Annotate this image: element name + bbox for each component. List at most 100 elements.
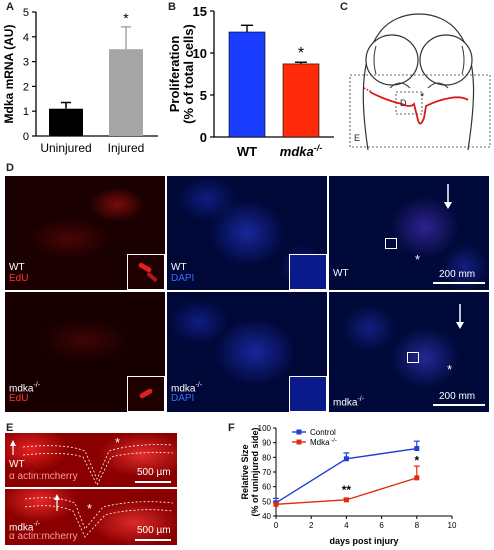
label-mdka-3: mdka-/- bbox=[333, 396, 365, 409]
x-tick-label: 0 bbox=[274, 521, 279, 530]
significance-star: * bbox=[414, 454, 419, 468]
label-mdka-e: mdka-/- bbox=[9, 521, 41, 534]
y-tick-label: 50 bbox=[262, 497, 271, 506]
x-tick-label: 2 bbox=[309, 521, 314, 530]
diagram-star: * bbox=[420, 91, 425, 103]
image-e-wt: * WT α actin:mcherry 500 µm bbox=[5, 433, 177, 487]
x-tick-label: Injured bbox=[108, 141, 145, 155]
diagram-c: E D * bbox=[349, 13, 491, 151]
data-point bbox=[414, 446, 420, 452]
scale-bar-label-2: 200 mm bbox=[439, 391, 476, 402]
significance-star: ** bbox=[342, 483, 352, 497]
image-mdka-dapi: mdka-/- DAPI bbox=[167, 292, 327, 412]
y-axis-label: Relative Size bbox=[240, 444, 250, 499]
y-tick-label: 2 bbox=[23, 81, 29, 93]
label-edu-2: EdU bbox=[9, 393, 29, 404]
lumen-star-2: * bbox=[447, 362, 453, 377]
scale-bar-label-e: 500 µm bbox=[137, 467, 171, 478]
x-tick-label: 6 bbox=[379, 521, 384, 530]
x-tick-label: mdka-/- bbox=[280, 143, 322, 159]
legend-marker bbox=[296, 439, 302, 445]
image-wt-dapi: WT DAPI bbox=[167, 176, 327, 290]
y-tick-label: 40 bbox=[262, 512, 271, 521]
label-d: D bbox=[400, 98, 407, 108]
inset-mdka-dapi bbox=[289, 376, 327, 412]
data-point bbox=[273, 501, 279, 507]
label-marker: α actin:mcherry bbox=[9, 471, 78, 482]
label-mdka-2: mdka-/- bbox=[171, 382, 203, 395]
inset-mdka-edu bbox=[127, 376, 165, 412]
data-point bbox=[343, 497, 349, 503]
scale-bar-label-e2: 500 µm bbox=[137, 525, 171, 536]
label-mdka: mdka-/- bbox=[9, 382, 41, 395]
chart-f: 40 50 60 70 80 90 100 0 2 4 6 8 10 days post injury Re… bbox=[240, 424, 457, 546]
bar-wt bbox=[228, 31, 266, 138]
right-eye bbox=[419, 34, 473, 86]
panel-letter-d: D bbox=[6, 162, 14, 174]
image-e-mdka: * mdka-/- α actin:mcherry 500 µm bbox=[5, 489, 177, 545]
bar-injured bbox=[109, 49, 143, 137]
scale-bar-label: 200 mm bbox=[439, 269, 476, 280]
legend-marker bbox=[296, 429, 302, 435]
bar-mdka bbox=[282, 63, 320, 138]
left-eye bbox=[365, 34, 419, 86]
panel-letter-e: E bbox=[6, 422, 14, 434]
injury-outline bbox=[369, 91, 469, 125]
lumen-star-4: * bbox=[87, 501, 93, 516]
label-wt-e: WT bbox=[9, 459, 25, 470]
panel-letter-c: C bbox=[340, 1, 348, 13]
x-tick-label: 10 bbox=[448, 521, 457, 530]
y-axis-label: Proliferation bbox=[168, 36, 182, 113]
y-tick-label: 4 bbox=[23, 32, 29, 44]
inset-marker-2 bbox=[407, 352, 419, 363]
panel-letter-a: A bbox=[6, 1, 14, 13]
panel-letter-f: F bbox=[228, 422, 235, 434]
y-tick-label: 80 bbox=[262, 453, 271, 462]
inset-wt-edu bbox=[127, 254, 165, 290]
inset-wt-dapi bbox=[289, 254, 327, 290]
x-tick-label: WT bbox=[237, 144, 257, 159]
head-outline bbox=[362, 13, 475, 151]
y-tick-label: 5 bbox=[23, 7, 29, 19]
label-wt: WT bbox=[9, 262, 25, 273]
y-axis-label-2: (% of uninjured side) bbox=[250, 427, 260, 516]
region-box-e bbox=[349, 74, 491, 148]
legend-label: Control bbox=[310, 428, 336, 437]
y-tick-label: 5 bbox=[200, 88, 207, 103]
image-wt-merge: WT * 200 mm bbox=[329, 176, 489, 290]
label-dapi-2: DAPI bbox=[171, 393, 195, 404]
y-tick-label: 15 bbox=[193, 4, 207, 19]
chart-b: 0 5 10 15 Proliferation (% of total cells) WT m… bbox=[168, 4, 334, 159]
data-point bbox=[414, 475, 420, 481]
label-wt-2: WT bbox=[171, 262, 187, 273]
y-tick-label: 1 bbox=[23, 106, 29, 118]
x-tick-label: Uninjured bbox=[40, 141, 91, 155]
y-tick-label: 70 bbox=[262, 468, 271, 477]
x-tick-label: 4 bbox=[344, 521, 349, 530]
label-dapi: DAPI bbox=[171, 273, 195, 284]
x-axis-label: days post injury bbox=[329, 536, 398, 546]
x-tick-label: 8 bbox=[415, 521, 420, 530]
label-wt-3: WT bbox=[333, 268, 349, 279]
label-e: E bbox=[354, 133, 360, 143]
y-tick-label: 90 bbox=[262, 439, 271, 448]
image-mdka-merge: mdka-/- * 200 mm bbox=[329, 292, 489, 412]
y-tick-label: 0 bbox=[200, 130, 207, 145]
arrow-icon bbox=[444, 184, 452, 209]
panel-letter-b: B bbox=[168, 1, 176, 13]
data-point bbox=[343, 456, 349, 462]
image-wt-edu: WT EdU bbox=[5, 176, 165, 290]
y-axis-label-2: (% of total cells) bbox=[181, 24, 196, 124]
chart-a: 0 1 2 3 4 5 Mdka mRNA (AU) Uninjured Injured * bbox=[2, 7, 158, 155]
label-marker-2: α actin:mcherry bbox=[9, 531, 78, 542]
lumen-star: * bbox=[415, 252, 421, 267]
image-mdka-edu: mdka-/- EdU bbox=[5, 292, 165, 412]
y-tick-label: 0 bbox=[23, 131, 29, 143]
y-tick-label: 60 bbox=[262, 483, 271, 492]
label-edu: EdU bbox=[9, 273, 29, 284]
bar-uninjured bbox=[49, 108, 83, 136]
significance-star: * bbox=[123, 10, 129, 26]
arrow-icon bbox=[456, 304, 464, 329]
y-tick-label: 100 bbox=[258, 424, 272, 433]
y-tick-label: 3 bbox=[23, 57, 29, 69]
